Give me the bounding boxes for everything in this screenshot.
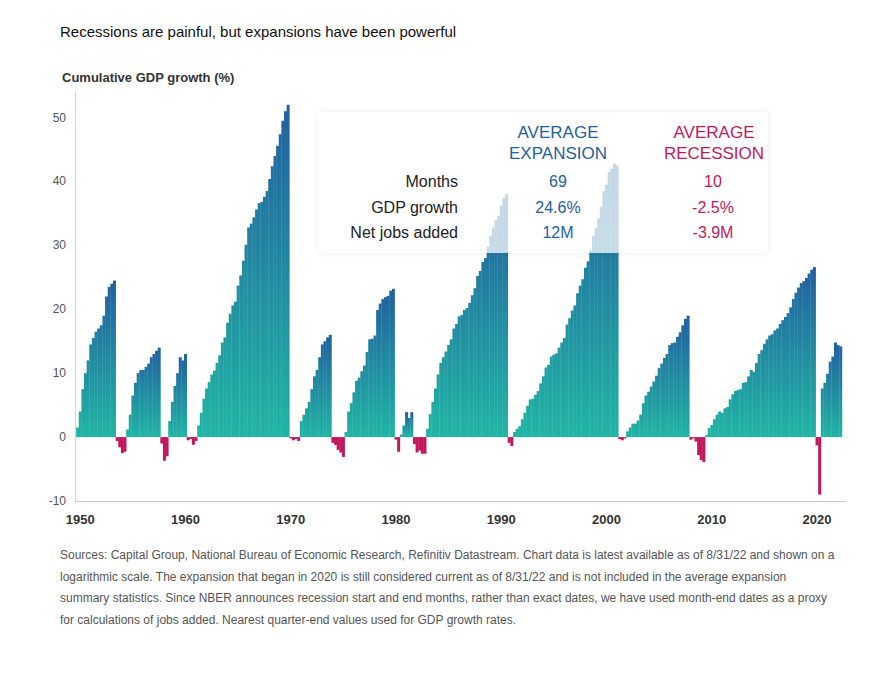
html-text:-3.9M: -3.9M	[692, 224, 734, 241]
html-text:-2.5%: -2.5%	[692, 198, 734, 216]
html-text:10: 10	[704, 173, 722, 190]
html-text:12M: 12M	[542, 224, 574, 241]
svg-text:30: 30	[53, 238, 67, 252]
svg-text:20: 20	[53, 302, 67, 316]
svg-text:0: 0	[59, 430, 66, 444]
svg-text:1960: 1960	[171, 512, 200, 527]
svg-text:40: 40	[53, 174, 67, 188]
svg-text:1980: 1980	[382, 512, 411, 527]
html-text:AVERAGE EXPANSION: AVERAGE EXPANSION	[509, 123, 607, 163]
html-text:24.6%: 24.6%	[535, 198, 581, 216]
html-text:Net jobs added: Net jobs added	[350, 224, 458, 241]
svg-text:2010: 2010	[697, 512, 726, 527]
html-text:Recessions are painful, but ex: Recessions are painful, but expansions h…	[60, 23, 457, 40]
html-text:GDP growth: GDP growth	[371, 198, 458, 216]
svg-text:50: 50	[53, 111, 67, 125]
svg-text:2020: 2020	[803, 512, 832, 527]
svg-text:2000: 2000	[592, 512, 621, 527]
svg-text:1970: 1970	[276, 512, 305, 527]
svg-text:1950: 1950	[66, 512, 95, 527]
html-text:AVERAGE RECESSION: AVERAGE RECESSION	[663, 123, 765, 163]
html-text:69: 69	[549, 173, 567, 190]
svg-text:1990: 1990	[487, 512, 516, 527]
html-text:Months: Months	[405, 173, 458, 190]
html-text:Cumulative GDP growth (%): Cumulative GDP growth (%)	[62, 70, 235, 85]
svg-text:10: 10	[53, 366, 67, 380]
svg-text:-10: -10	[49, 494, 67, 508]
html-text:Sources: Capital Group, Nation: Sources: Capital Group, National Bureau …	[60, 548, 835, 627]
